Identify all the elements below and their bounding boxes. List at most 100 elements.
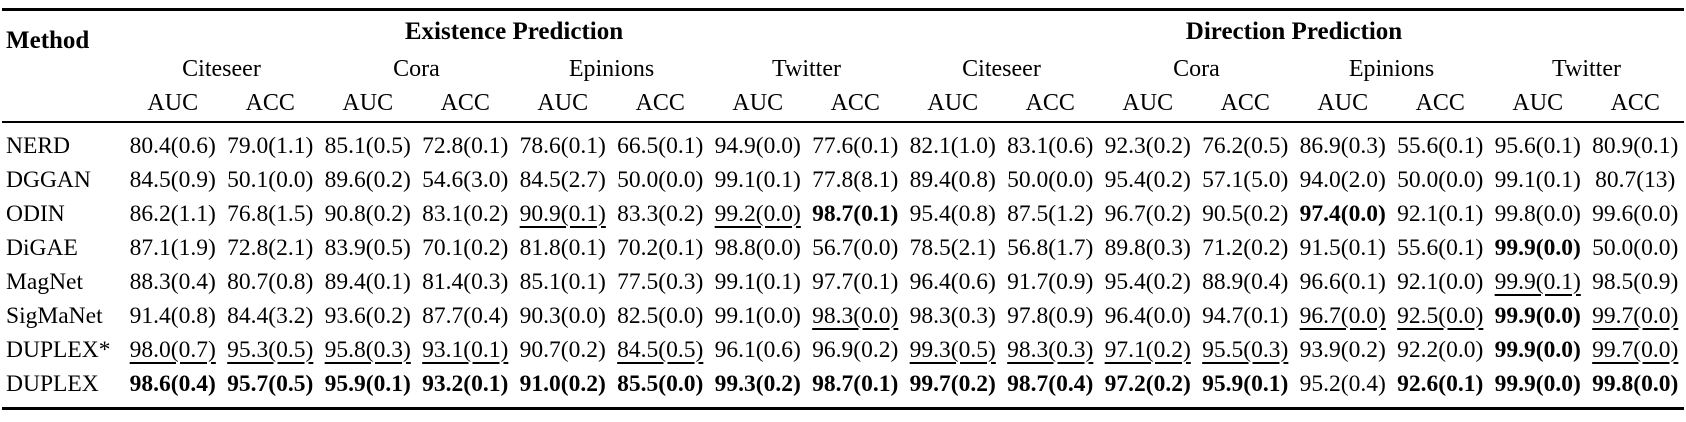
table-row: SigMaNet 91.4(0.8) 84.4(3.2) 93.6(0.2) 87.7(…: [2, 299, 1684, 333]
value-cell: 99.1(0.0): [714, 302, 801, 329]
value-cell: 99.3(0.2): [714, 370, 801, 397]
value-cell: 50.0(0.0): [617, 166, 704, 193]
value-cell: 93.1(0.1): [422, 336, 509, 363]
metric-header: AUC: [927, 89, 979, 116]
value-cell: 86.9(0.3): [1299, 132, 1386, 159]
value-cell: 98.7(0.1): [812, 200, 899, 227]
value-cell: 95.4(0.8): [909, 200, 996, 227]
value-cell: 96.4(0.0): [1104, 302, 1191, 329]
value-cell: 99.8(0.0): [1592, 370, 1679, 397]
value-cell: 82.1(1.0): [909, 132, 996, 159]
value-cell: 95.4(0.2): [1104, 166, 1191, 193]
value-cell: 99.9(0.0): [1494, 234, 1581, 261]
value-cell: 93.9(0.2): [1299, 336, 1386, 363]
value-cell: 77.6(0.1): [812, 132, 899, 159]
value-cell: 99.7(0.0): [1592, 302, 1679, 329]
dataset-header: Epinions: [1348, 55, 1435, 82]
value-cell: 77.5(0.3): [617, 268, 704, 295]
value-cell: 90.9(0.1): [519, 200, 606, 227]
value-cell: 91.5(0.1): [1299, 234, 1386, 261]
value-cell: 84.5(2.7): [519, 166, 606, 193]
table-row: MagNet 88.3(0.4) 80.7(0.8) 89.4(0.1) 81.4(0.…: [2, 265, 1684, 299]
value-cell: 90.5(0.2): [1202, 200, 1289, 227]
value-cell: 96.9(0.2): [812, 336, 899, 363]
value-cell: 96.7(0.2): [1104, 200, 1191, 227]
value-cell: 55.6(0.1): [1397, 234, 1484, 261]
value-cell: 88.9(0.4): [1202, 268, 1289, 295]
value-cell: 81.4(0.3): [422, 268, 509, 295]
value-cell: 76.2(0.5): [1202, 132, 1289, 159]
dataset-header: Twitter: [772, 55, 841, 82]
table-row: NERD 80.4(0.6) 79.0(1.1) 85.1(0.5) 72.8(0.1)…: [2, 122, 1684, 163]
value-cell: 99.9(0.0): [1494, 302, 1581, 329]
value-cell: 66.5(0.1): [617, 132, 704, 159]
value-cell: 89.6(0.2): [324, 166, 411, 193]
metric-header: AUC: [537, 89, 589, 116]
method-cell: ODIN: [6, 200, 65, 227]
value-cell: 86.2(1.1): [129, 200, 216, 227]
value-cell: 99.2(0.0): [714, 200, 801, 227]
value-cell: 50.1(0.0): [227, 166, 314, 193]
value-cell: 92.3(0.2): [1104, 132, 1191, 159]
metric-header: ACC: [1220, 89, 1270, 116]
dataset-header-row: Citeseer Cora Epinions Twitter Citeseer Cora E…: [2, 53, 1684, 85]
value-cell: 92.1(0.0): [1397, 268, 1484, 295]
value-cell: 96.4(0.6): [909, 268, 996, 295]
value-cell: 90.7(0.2): [519, 336, 606, 363]
value-cell: 99.1(0.1): [714, 268, 801, 295]
method-cell: DUPLEX: [6, 370, 99, 397]
metric-header: ACC: [830, 89, 880, 116]
value-cell: 87.5(1.2): [1007, 200, 1094, 227]
method-column-header: Method: [6, 27, 90, 54]
method-cell: MagNet: [6, 268, 84, 295]
value-cell: 54.6(3.0): [422, 166, 509, 193]
results-table: Method Existence Prediction Direction Pr…: [2, 8, 1684, 410]
value-cell: 83.9(0.5): [324, 234, 411, 261]
value-cell: 98.5(0.9): [1592, 268, 1679, 295]
method-cell: NERD: [6, 132, 70, 159]
value-cell: 89.4(0.1): [324, 268, 411, 295]
method-cell: DGGAN: [6, 166, 91, 193]
value-cell: 71.2(0.2): [1202, 234, 1289, 261]
value-cell: 97.1(0.2): [1104, 336, 1191, 363]
metric-header: AUC: [732, 89, 784, 116]
value-cell: 97.8(0.9): [1007, 302, 1094, 329]
value-cell: 97.7(0.1): [812, 268, 899, 295]
value-cell: 72.8(0.1): [422, 132, 509, 159]
table-row: DGGAN 84.5(0.9) 50.1(0.0) 89.6(0.2) 54.6(3.0…: [2, 163, 1684, 197]
metric-header: ACC: [635, 89, 685, 116]
dataset-header: Epinions: [568, 55, 655, 82]
metric-header: AUC: [342, 89, 394, 116]
value-cell: 91.7(0.9): [1007, 268, 1094, 295]
value-cell: 80.7(13): [1595, 166, 1676, 193]
value-cell: 98.0(0.7): [129, 336, 216, 363]
value-cell: 79.0(1.1): [227, 132, 314, 159]
value-cell: 81.8(0.1): [519, 234, 606, 261]
value-cell: 89.8(0.3): [1104, 234, 1191, 261]
value-cell: 72.8(2.1): [227, 234, 314, 261]
value-cell: 98.6(0.4): [129, 370, 216, 397]
value-cell: 85.1(0.5): [324, 132, 411, 159]
value-cell: 56.7(0.0): [812, 234, 899, 261]
value-cell: 98.7(0.1): [812, 370, 899, 397]
value-cell: 99.1(0.1): [1494, 166, 1581, 193]
table-body: NERD 80.4(0.6) 79.0(1.1) 85.1(0.5) 72.8(0.1)…: [2, 122, 1684, 409]
value-cell: 83.1(0.2): [422, 200, 509, 227]
value-cell: 92.1(0.1): [1397, 200, 1484, 227]
table-row: DUPLEX* 98.0(0.7) 95.3(0.5) 95.8(0.3) 93.1(0…: [2, 333, 1684, 367]
value-cell: 99.7(0.0): [1592, 336, 1679, 363]
value-cell: 96.1(0.6): [714, 336, 801, 363]
value-cell: 95.8(0.3): [324, 336, 411, 363]
value-cell: 90.3(0.0): [519, 302, 606, 329]
value-cell: 99.9(0.0): [1494, 336, 1581, 363]
value-cell: 95.9(0.1): [1202, 370, 1289, 397]
value-cell: 90.8(0.2): [324, 200, 411, 227]
value-cell: 83.1(0.6): [1007, 132, 1094, 159]
value-cell: 78.6(0.1): [519, 132, 606, 159]
table-header: Method Existence Prediction Direction Pr…: [2, 10, 1684, 122]
table-row: DUPLEX 98.6(0.4) 95.7(0.5) 95.9(0.1) 93.2(0.…: [2, 367, 1684, 409]
section-header-existence-prediction: Existence Prediction: [404, 18, 624, 45]
value-cell: 92.6(0.1): [1397, 370, 1484, 397]
value-cell: 95.5(0.3): [1202, 336, 1289, 363]
metric-header: AUC: [147, 89, 199, 116]
